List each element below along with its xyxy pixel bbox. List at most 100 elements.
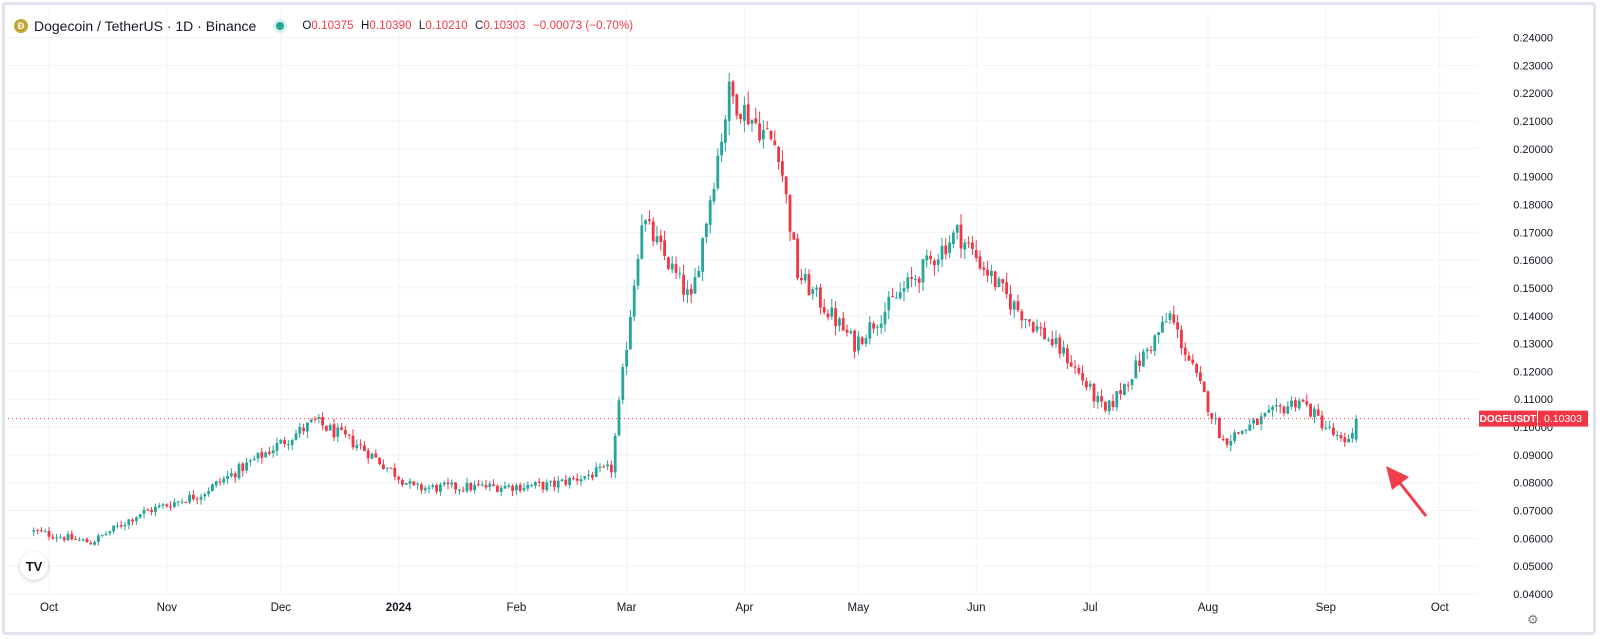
x-tick-label: Oct	[40, 602, 59, 614]
candle	[1050, 330, 1054, 348]
candle	[929, 250, 932, 265]
candle	[1035, 319, 1039, 334]
candle	[583, 476, 587, 481]
candle	[203, 492, 207, 501]
candle	[1130, 378, 1134, 391]
candle	[180, 498, 184, 505]
candle	[921, 258, 925, 292]
candle	[982, 261, 986, 276]
gear-icon[interactable]: ⚙	[1527, 612, 1539, 627]
candle	[112, 525, 115, 535]
candle	[1043, 321, 1046, 340]
candle	[701, 236, 704, 281]
y-tick-label: 0.24000	[1513, 33, 1553, 45]
candle	[1351, 427, 1354, 443]
candle	[306, 422, 309, 439]
candle	[1069, 355, 1073, 367]
price-axis: 0.24000 0.23000 0.22000 0.21000 0.20000 0.190…	[1513, 33, 1553, 602]
y-tick-label: 0.07000	[1513, 506, 1553, 518]
candle	[97, 533, 100, 546]
candle	[302, 423, 305, 435]
candle	[374, 449, 378, 458]
candle	[667, 256, 670, 271]
candle	[1286, 401, 1290, 415]
candle	[1290, 396, 1293, 410]
candle	[993, 270, 997, 291]
candle	[1081, 365, 1084, 386]
candle	[431, 483, 435, 490]
x-tick-label: Dec	[271, 602, 292, 614]
candle	[568, 476, 571, 489]
candle	[1085, 377, 1088, 391]
candle	[1282, 405, 1286, 417]
y-tick-label: 0.12000	[1513, 366, 1553, 378]
candle	[963, 238, 967, 260]
candle	[283, 436, 286, 448]
candle	[556, 475, 560, 493]
candle	[150, 506, 153, 516]
y-tick-label: 0.22000	[1513, 88, 1553, 100]
candle	[313, 416, 317, 423]
y-tick-label: 0.20000	[1513, 144, 1553, 156]
candle	[1077, 364, 1081, 375]
y-tick-label: 0.11000	[1514, 394, 1553, 406]
low-value: 0.10210	[425, 20, 468, 32]
candle	[1332, 422, 1335, 437]
candle	[826, 309, 830, 321]
candle	[226, 470, 229, 485]
candle	[347, 434, 351, 440]
candle	[910, 266, 913, 288]
symbol-title[interactable]: Dogecoin / TetherUS · 1D · Binance	[34, 18, 257, 34]
candle	[222, 476, 226, 485]
candle	[1031, 321, 1035, 334]
candle	[378, 457, 381, 466]
candle	[613, 433, 617, 479]
candle	[1297, 397, 1301, 411]
change-value: −0.00073 (−0.70%)	[532, 20, 634, 32]
candle	[51, 533, 55, 540]
candle	[1054, 330, 1058, 348]
candle	[765, 121, 769, 130]
candle	[948, 235, 951, 259]
candle	[271, 445, 275, 458]
tradingview-logo-icon[interactable]: TV	[20, 552, 48, 580]
candle	[1119, 382, 1122, 400]
candle	[1012, 299, 1016, 319]
candle	[530, 483, 533, 488]
candle	[1073, 359, 1077, 375]
candle	[1142, 348, 1145, 367]
candle	[1149, 345, 1153, 355]
candle	[59, 533, 62, 539]
candle	[1218, 416, 1221, 439]
candle	[1096, 391, 1100, 409]
candle	[393, 463, 397, 481]
candle	[458, 488, 461, 495]
candle	[1039, 322, 1043, 337]
candle	[716, 148, 720, 191]
candle	[655, 225, 659, 246]
candle	[895, 291, 898, 299]
candle	[1233, 429, 1236, 444]
candle	[952, 230, 955, 249]
y-tick-label: 0.18000	[1513, 199, 1553, 211]
candle	[898, 282, 902, 300]
candle	[860, 335, 864, 346]
candle	[845, 324, 849, 337]
market-open-dot	[276, 22, 285, 30]
candle	[1248, 418, 1252, 432]
candle	[477, 479, 480, 487]
candle	[412, 481, 416, 487]
candle	[135, 516, 138, 525]
candle	[184, 501, 188, 504]
candle	[553, 477, 556, 492]
candle	[325, 425, 328, 432]
candle	[423, 485, 427, 494]
candle	[515, 483, 518, 495]
candle	[207, 487, 210, 497]
candle	[78, 536, 81, 542]
candle	[606, 460, 609, 471]
x-tick-label: Nov	[157, 602, 178, 614]
candle	[1275, 398, 1278, 412]
candle	[853, 329, 856, 359]
